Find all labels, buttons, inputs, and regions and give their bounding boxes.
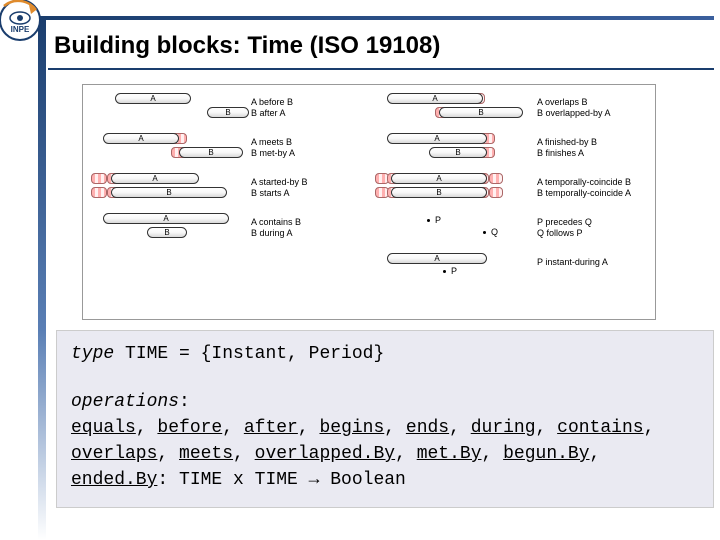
instant-dot xyxy=(443,270,446,273)
relation-description: A meets BB met-by A xyxy=(251,137,295,159)
instant-label: P xyxy=(451,266,457,276)
interval-bar: A xyxy=(387,93,483,104)
header-bar xyxy=(38,16,714,20)
interval-bar: A xyxy=(111,173,199,184)
interval-bar: B xyxy=(429,147,487,158)
relation-description: A temporally-coincide BB temporally-coin… xyxy=(537,177,631,199)
svg-text:INPE: INPE xyxy=(11,25,30,34)
hatch-overlap xyxy=(91,187,107,198)
relation-description: A started-by BB starts A xyxy=(251,177,308,199)
diagram-row: AB A started-by BB starts A xyxy=(87,173,369,209)
interval-bar: B xyxy=(439,107,523,118)
relation-description: A overlaps BB overlapped-by A xyxy=(537,97,611,119)
interval-bar: A xyxy=(103,133,179,144)
diagram-row: AB A meets BB met-by A xyxy=(87,133,369,169)
operations-list: equals, before, after, begins, ends, dur… xyxy=(71,415,699,493)
diagram-row: P Q P precedes QQ follows P xyxy=(373,213,655,249)
relation-description: P instant-during A xyxy=(537,257,608,268)
side-bar xyxy=(38,16,46,540)
diagram-row: AB A overlaps BB overlapped-by A xyxy=(373,93,655,129)
diagram-row: AB A temporally-coincide BB temporally-co… xyxy=(373,173,655,209)
page-title: Building blocks: Time (ISO 19108) xyxy=(54,32,440,60)
temporal-relations-diagram: ABA before BB after AABA meets BB met-by… xyxy=(82,84,656,320)
interval-bar: A xyxy=(391,173,487,184)
logo: INPE xyxy=(0,0,48,48)
interval-bar: B xyxy=(111,187,227,198)
relation-description: P precedes QQ follows P xyxy=(537,217,592,239)
title-underline xyxy=(48,68,714,70)
diagram-row: AB A contains BB during A xyxy=(87,213,369,249)
relation-description: A finished-by BB finishes A xyxy=(537,137,597,159)
operations-label: operations: xyxy=(71,389,699,415)
diagram-row: A BA before BB after A xyxy=(87,93,369,129)
interval-bar: A xyxy=(103,213,229,224)
type-definition-box: type TIME = {Instant, Period} operations… xyxy=(56,330,714,508)
hatch-overlap xyxy=(489,173,503,184)
relation-description: A contains BB during A xyxy=(251,217,301,239)
diagram-row: AB A finished-by BB finishes A xyxy=(373,133,655,169)
instant-dot xyxy=(427,219,430,222)
type-line: type TIME = {Instant, Period} xyxy=(71,341,699,367)
hatch-overlap xyxy=(489,187,503,198)
instant-dot xyxy=(483,231,486,234)
relation-description: A before BB after A xyxy=(251,97,293,119)
hatch-overlap xyxy=(91,173,107,184)
interval-bar: B xyxy=(147,227,187,238)
interval-bar: B xyxy=(179,147,243,158)
instant-label: Q xyxy=(491,227,498,237)
interval-bar: A xyxy=(387,133,487,144)
interval-bar: A xyxy=(387,253,487,264)
interval-bar: B xyxy=(207,107,249,118)
diagram-row: AP P instant-during A xyxy=(373,253,655,289)
interval-bar: A xyxy=(115,93,191,104)
instant-label: P xyxy=(435,215,441,225)
interval-bar: B xyxy=(391,187,487,198)
